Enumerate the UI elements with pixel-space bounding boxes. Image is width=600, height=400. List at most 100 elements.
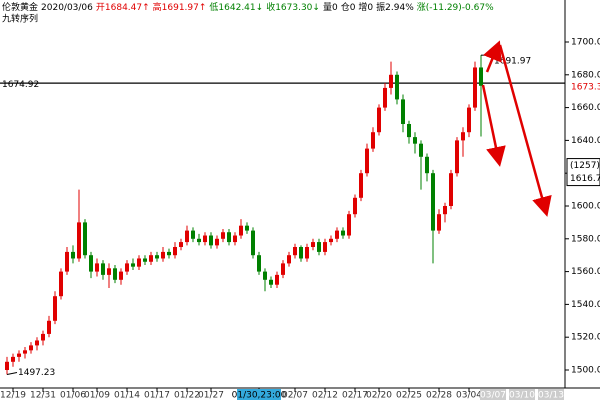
candle-body: [365, 148, 369, 174]
header-item: 伦敦黄金: [2, 1, 38, 13]
header-item: 2020/03/06: [41, 3, 93, 13]
candle-body: [479, 67, 483, 86]
future-date-box: [538, 389, 564, 400]
header-item: 收1673.30↓: [266, 1, 320, 13]
candle-body: [203, 235, 207, 243]
candle-body: [329, 238, 333, 243]
candle-body: [305, 246, 309, 259]
candle-body: [473, 67, 477, 108]
candle-body: [353, 197, 357, 215]
candle-body: [65, 251, 69, 272]
future-date-box: [480, 389, 506, 400]
x-tick-label: 01/22: [174, 391, 200, 400]
candle-body: [107, 268, 111, 275]
x-tick-label: 01/09: [84, 391, 110, 400]
y-tick-label: 1560.00: [571, 267, 600, 277]
header-item: 开1684.47↑: [96, 2, 150, 13]
y-tick-label: 1580.00: [571, 234, 600, 244]
candle-body: [299, 246, 303, 259]
candle-body: [341, 230, 345, 236]
candle-body: [431, 173, 435, 231]
y-tick-label: 1640.00: [571, 136, 600, 146]
arrows: [481, 40, 552, 217]
candle-body: [29, 345, 33, 351]
future-date-label: 03/07: [480, 391, 506, 400]
candle-body: [233, 235, 237, 243]
candle-body: [173, 246, 177, 256]
low-pointer: [6, 372, 18, 376]
candle-body: [41, 333, 45, 341]
candle-body: [245, 225, 249, 231]
header-item: 涨(-11.29)-0.67%: [417, 2, 494, 13]
future-date-label: 03/10: [509, 391, 535, 400]
candle-body: [155, 255, 159, 259]
candle-body: [335, 230, 339, 239]
candle-body: [455, 140, 459, 174]
candle-body: [167, 251, 171, 256]
candle-body: [35, 340, 39, 346]
candle-body: [395, 74, 399, 100]
current-price-label: 1673.30: [571, 82, 600, 92]
x-tick-label: 02/07: [282, 391, 308, 400]
candle-body: [293, 246, 297, 256]
low-label: 1497.23: [18, 368, 55, 378]
y-tick-label: 1540.00: [571, 300, 600, 310]
cursor-count: (1257): [570, 161, 600, 171]
candle-body: [359, 173, 363, 198]
candle-body: [287, 255, 291, 264]
candle-body: [113, 268, 117, 280]
y-tick-label: 1600.00: [571, 201, 600, 211]
future-date-box: [509, 389, 535, 400]
candle-body: [125, 263, 129, 272]
candle-body: [311, 242, 315, 247]
candle-body: [413, 137, 417, 144]
candle-body: [257, 255, 261, 272]
x-tick-label: 01/30,23:00: [232, 391, 287, 400]
candle-body: [83, 222, 87, 256]
header-item: 量0: [323, 2, 338, 13]
candle-body: [275, 274, 279, 285]
candle-body: [389, 74, 393, 88]
candle-body: [227, 232, 231, 243]
candle-body: [119, 271, 123, 280]
y-tick-label: 1520.00: [571, 333, 600, 343]
candle-body: [317, 242, 321, 252]
candle-body: [191, 230, 195, 239]
candle-body: [185, 230, 189, 243]
candle-body: [437, 214, 441, 231]
y-tick-label: 1500.00: [571, 365, 600, 375]
candle-body: [443, 205, 447, 215]
candle-body: [71, 251, 75, 259]
candle-body: [137, 258, 141, 267]
header-item: 仓0: [341, 1, 356, 13]
candle-body: [197, 238, 201, 243]
cursor-box: [237, 389, 281, 400]
candle-body: [77, 222, 81, 259]
header-item: 增0: [358, 1, 373, 13]
candle-body: [53, 296, 57, 321]
candle-body: [407, 123, 411, 138]
candle-body: [371, 132, 375, 149]
candle-body: [179, 242, 183, 247]
cursor-price-box: [566, 158, 600, 187]
candle-body: [149, 255, 153, 262]
reference-label: 1674.92: [2, 80, 39, 90]
x-tick-label: 03/04: [456, 391, 482, 400]
header-item: 低1642.41↓: [209, 1, 263, 13]
candle-body: [281, 263, 285, 275]
x-tick-label: 01/27: [198, 391, 224, 400]
header: 伦敦黄金 2020/03/06 开1684.47↑ 高1691.97↑ 低1642.41…: [2, 1, 494, 13]
candle-body: [401, 99, 405, 124]
candle-body: [95, 263, 99, 272]
candle-body: [251, 230, 255, 256]
x-tick-label: 02/17: [342, 391, 368, 400]
candle-body: [131, 263, 135, 267]
y-tick-label: 1680.00: [571, 70, 600, 80]
x-tick-label: 02/20: [366, 391, 392, 400]
candle-body: [143, 258, 147, 262]
candle-body: [5, 361, 9, 370]
future-date-label: 03/13: [538, 391, 564, 400]
x-tick-label: 02/25: [396, 391, 422, 400]
candle-body: [461, 132, 465, 141]
